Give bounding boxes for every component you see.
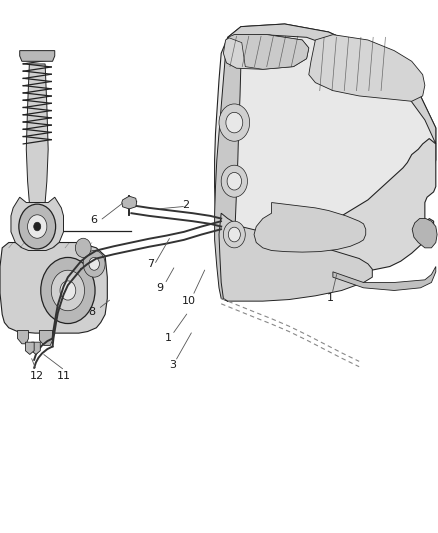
- Polygon shape: [228, 35, 309, 69]
- Circle shape: [75, 238, 91, 257]
- Polygon shape: [32, 342, 40, 354]
- Text: 8: 8: [88, 307, 95, 317]
- Polygon shape: [254, 203, 366, 252]
- Circle shape: [226, 112, 243, 133]
- Circle shape: [28, 215, 47, 238]
- Circle shape: [221, 165, 247, 197]
- Polygon shape: [309, 35, 425, 101]
- Polygon shape: [11, 197, 64, 251]
- Circle shape: [51, 270, 85, 311]
- Circle shape: [223, 221, 245, 248]
- Polygon shape: [26, 64, 48, 203]
- Polygon shape: [20, 51, 55, 61]
- Text: 2: 2: [183, 200, 190, 210]
- Text: 1: 1: [165, 334, 172, 343]
- Text: 3: 3: [170, 360, 177, 370]
- Circle shape: [219, 104, 250, 141]
- Polygon shape: [219, 213, 372, 301]
- Polygon shape: [25, 342, 34, 354]
- Text: 6: 6: [91, 215, 98, 224]
- Text: 10: 10: [181, 296, 195, 306]
- Text: 12: 12: [30, 371, 44, 381]
- Polygon shape: [39, 330, 53, 345]
- Polygon shape: [215, 37, 242, 301]
- Circle shape: [228, 227, 240, 242]
- Text: 7: 7: [148, 259, 155, 269]
- Polygon shape: [333, 266, 436, 290]
- Polygon shape: [228, 24, 436, 144]
- Text: 1: 1: [327, 294, 334, 303]
- Circle shape: [83, 251, 105, 277]
- Polygon shape: [122, 196, 137, 209]
- Circle shape: [34, 222, 41, 231]
- Polygon shape: [0, 243, 107, 333]
- Polygon shape: [320, 139, 436, 272]
- Polygon shape: [18, 330, 28, 344]
- Text: 11: 11: [57, 371, 71, 381]
- Polygon shape: [215, 24, 436, 301]
- Polygon shape: [412, 219, 437, 248]
- Polygon shape: [223, 35, 309, 69]
- Circle shape: [227, 172, 242, 190]
- Circle shape: [41, 257, 95, 324]
- Circle shape: [89, 257, 99, 270]
- Circle shape: [19, 204, 56, 249]
- Text: 9: 9: [156, 283, 163, 293]
- Circle shape: [60, 281, 76, 300]
